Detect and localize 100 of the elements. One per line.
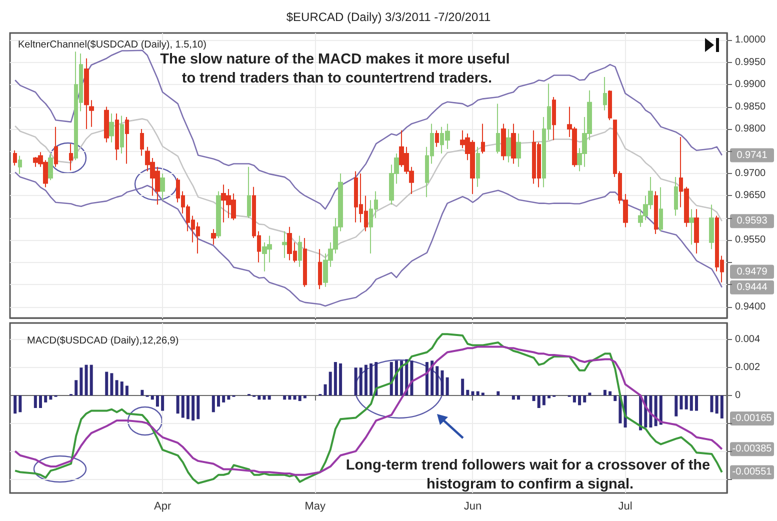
- candlestick: [603, 76, 607, 111]
- y-tick-label: 0.9400: [735, 301, 766, 312]
- candlestick: [216, 190, 221, 238]
- candlestick: [298, 235, 302, 268]
- bar: [115, 380, 118, 396]
- y-tick-label: 0.9900: [735, 79, 766, 90]
- bar: [537, 395, 540, 408]
- bar: [268, 395, 271, 400]
- bar: [39, 395, 42, 408]
- bar: [339, 363, 342, 396]
- bar: [181, 395, 184, 418]
- candlestick: [48, 152, 53, 181]
- bar: [156, 395, 159, 407]
- bar: [649, 395, 652, 428]
- bar: [496, 391, 500, 396]
- bar: [690, 395, 693, 411]
- y-tick-label: 0.9850: [735, 101, 766, 112]
- bar: [176, 395, 180, 414]
- bar: [440, 370, 444, 396]
- bar: [471, 391, 474, 396]
- bar: [74, 380, 78, 396]
- bar: [461, 378, 464, 396]
- bar: [425, 362, 428, 396]
- bar: [49, 395, 52, 400]
- bar: [588, 392, 592, 396]
- y-tick-label: 0.004: [735, 334, 760, 346]
- candlestick: [115, 112, 119, 161]
- bar: [659, 395, 662, 425]
- annotation: 0.9593: [736, 216, 768, 227]
- bar: [227, 395, 230, 400]
- candlestick: [109, 112, 114, 143]
- x-tick-label: Jul: [618, 500, 632, 512]
- candlestick: [435, 130, 439, 148]
- annotation: The slow nature of the MACD makes it more useful to trend traders than to countertrend traders.: [160, 52, 514, 86]
- bar: [674, 395, 678, 416]
- candlestick: [303, 237, 307, 288]
- annotation: 0.9479: [736, 266, 768, 278]
- candlestick: [694, 208, 699, 254]
- bar: [110, 373, 114, 396]
- bar: [364, 364, 368, 396]
- y-tick-label: 0.002: [735, 362, 760, 374]
- annotation: 0.9741: [736, 150, 768, 161]
- bar: [542, 395, 546, 406]
- bar: [105, 372, 108, 396]
- candlestick: [104, 106, 109, 143]
- text: KeltnerChannel($USDCAD (Daily), 1.5,10): [18, 40, 206, 50]
- bar: [572, 395, 576, 402]
- bar: [710, 395, 714, 412]
- bar: [14, 395, 17, 414]
- bar: [608, 391, 612, 396]
- candlestick: [608, 90, 612, 121]
- candlestick: [160, 173, 165, 201]
- annotation: -0.00551: [732, 466, 772, 478]
- candlestick: [140, 128, 144, 156]
- bar: [293, 395, 296, 400]
- annotation: Long-term trend followers wait for a crossover of the histogram to confirm a signal.: [346, 458, 714, 492]
- bar: [150, 395, 154, 400]
- bar: [517, 395, 520, 400]
- x-tick-label: Apr: [154, 500, 172, 512]
- bar: [186, 395, 190, 420]
- bar: [222, 395, 226, 402]
- bar: [400, 360, 404, 396]
- y-tick-label: 0.9700: [735, 168, 766, 179]
- candlestick: [18, 155, 22, 174]
- bar: [161, 395, 164, 411]
- bar: [262, 395, 266, 400]
- bar: [370, 363, 373, 396]
- bar: [410, 360, 414, 396]
- y-tick-label: 0.9650: [735, 190, 766, 202]
- y-tick-label: 0.9950: [735, 56, 766, 68]
- line-series: [14, 172, 723, 307]
- bar: [18, 395, 22, 412]
- candlestick: [481, 123, 485, 154]
- bar: [334, 362, 337, 396]
- candlestick: [516, 132, 521, 168]
- bar: [140, 390, 144, 396]
- candlestick: [496, 103, 500, 154]
- bar: [216, 395, 220, 407]
- candlestick: [282, 230, 287, 258]
- annotation: -0.00385: [732, 444, 772, 455]
- bar: [466, 390, 470, 396]
- bar: [583, 395, 586, 402]
- bar: [125, 386, 128, 396]
- candlestick: [674, 176, 678, 216]
- candlestick: [659, 186, 663, 232]
- y-tick-label: 0.9550: [735, 234, 766, 246]
- candlestick: [120, 115, 124, 154]
- candlestick: [125, 116, 129, 164]
- bar: [212, 395, 215, 412]
- bar: [196, 395, 200, 420]
- bar: [614, 395, 617, 402]
- bar: [44, 395, 48, 402]
- bar: [283, 395, 286, 400]
- bar: [512, 395, 515, 400]
- candlestick: [247, 166, 251, 218]
- y-tick-label: 0: [735, 390, 741, 401]
- bar: [654, 395, 658, 426]
- candlestick: [506, 128, 511, 163]
- line-series: [14, 50, 723, 210]
- bar: [720, 395, 724, 418]
